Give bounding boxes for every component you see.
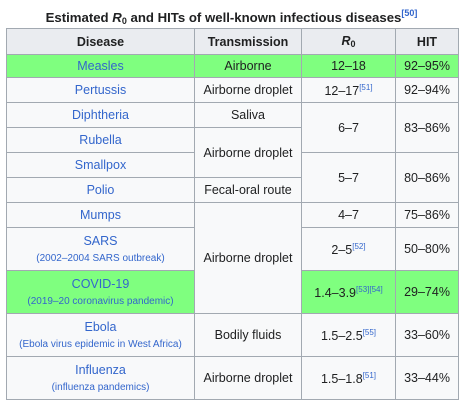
outbreak-link-influenza[interactable]: (influenza pandemics): [51, 381, 150, 393]
transmission-cell: Airborne droplet: [194, 77, 302, 103]
disease-link-polio[interactable]: Polio: [86, 183, 115, 197]
r0-value: 2–5: [331, 242, 353, 257]
disease-cell: Measles: [6, 54, 195, 78]
caption-suffix: and HITs of well-known infectious diseas…: [126, 10, 402, 25]
disease-link-rubella[interactable]: Rubella: [79, 133, 122, 147]
header-r0[interactable]: R0: [301, 28, 396, 55]
table-row-diphtheria: Diphtheria Saliva 6–7 83–86%: [6, 102, 459, 153]
hit-cell: 83–86%: [395, 102, 459, 153]
header-transmission[interactable]: Transmission: [194, 28, 302, 55]
disease-cell: Smallpox: [6, 152, 195, 178]
table-caption: Estimated R0 and HITs of well-known infe…: [0, 4, 463, 28]
hit-cell: 80–86%: [395, 152, 459, 203]
table-row-pertussis: Pertussis Airborne droplet 12–17[51] 92–…: [6, 77, 459, 103]
disease-link-measles[interactable]: Measles: [77, 59, 124, 73]
hit-cell: 92–94%: [395, 77, 459, 103]
table-row-rubella: Rubella Airborne droplet: [6, 127, 459, 178]
table-row-measles: Measles Airborne 12–18 92–95%: [6, 54, 459, 78]
hit-cell: 33–60%: [395, 313, 459, 357]
disease-link-mumps[interactable]: Mumps: [80, 208, 121, 222]
r0-cell: 1.4–3.9[53][54]: [301, 270, 396, 314]
disease-cell: Diphtheria: [6, 102, 195, 128]
disease-link-smallpox[interactable]: Smallpox: [74, 158, 127, 172]
disease-cell: SARS (2002–2004 SARS outbreak): [6, 227, 195, 271]
disease-cell: Influenza (influenza pandemics): [6, 356, 195, 400]
disease-link-ebola[interactable]: Ebola: [84, 319, 117, 334]
header-row: Disease Transmission R0 HIT: [6, 28, 459, 55]
r0-value: 1.5–2.5: [320, 328, 363, 343]
hit-cell: 75–86%: [395, 202, 459, 228]
disease-cell: Mumps: [6, 202, 195, 228]
ref-link[interactable]: [54]: [369, 284, 383, 294]
caption-prefix: Estimated: [45, 10, 113, 25]
hit-cell: 33–44%: [395, 356, 459, 400]
table-row-smallpox: Smallpox 5–7 80–86%: [6, 152, 459, 203]
transmission-cell: Fecal-oral route: [194, 177, 302, 203]
r0-value: 12–17: [324, 83, 360, 98]
r0-value: 1.5–1.8: [320, 371, 363, 386]
caption-r: R: [112, 10, 122, 25]
transmission-cell: Airborne: [194, 54, 302, 78]
transmission-cell: Airborne droplet: [194, 356, 302, 400]
r0-cell: 1.5–1.8[51]: [301, 356, 396, 400]
r0-value: 1.4–3.9: [314, 285, 357, 300]
header-hit[interactable]: HIT: [395, 28, 459, 55]
table-row-mumps: Mumps Airborne droplet 4–7 75–86%: [6, 202, 459, 314]
transmission-cell: Bodily fluids: [194, 313, 302, 357]
table-row-polio: Polio Fecal-oral route: [6, 177, 459, 203]
table-row-sars: SARS (2002–2004 SARS outbreak) 2–5[52] 5…: [6, 227, 459, 271]
disease-link-pertussis[interactable]: Pertussis: [74, 83, 127, 97]
transmission-cell: Airborne droplet: [194, 202, 302, 314]
ref-link[interactable]: [51]: [362, 370, 377, 380]
ref-link[interactable]: [55]: [362, 327, 377, 337]
disease-cell: Rubella: [6, 127, 195, 153]
caption-ref-link[interactable]: [50]: [401, 8, 418, 18]
transmission-cell: Airborne droplet: [194, 127, 302, 178]
r0-cell: 12–18: [301, 54, 396, 78]
hit-cell: 50–80%: [395, 227, 459, 271]
hit-cell: 92–95%: [395, 54, 459, 78]
outbreak-link-covid[interactable]: (2019–20 coronavirus pandemic): [27, 295, 174, 307]
disease-link-influenza[interactable]: Influenza: [75, 362, 126, 377]
disease-cell: COVID-19 (2019–20 coronavirus pandemic): [6, 270, 195, 314]
table-row-ebola: Ebola (Ebola virus epidemic in West Afri…: [6, 313, 459, 357]
disease-cell: Polio: [6, 177, 195, 203]
outbreak-link-ebola[interactable]: (Ebola virus epidemic in West Africa): [19, 338, 182, 350]
r0-cell: 6–7: [301, 102, 396, 153]
disease-link-diphtheria[interactable]: Diphtheria: [72, 108, 129, 122]
r0-cell: 2–5[52]: [301, 227, 396, 271]
r0-cell: 1.5–2.5[55]: [301, 313, 396, 357]
header-r0-sub: 0: [350, 39, 356, 49]
r0-cell: 12–17[51]: [301, 77, 396, 103]
disease-cell: Ebola (Ebola virus epidemic in West Afri…: [6, 313, 195, 357]
disease-cell: Pertussis: [6, 77, 195, 103]
header-disease[interactable]: Disease: [6, 28, 195, 55]
transmission-cell: Saliva: [194, 102, 302, 128]
header-r0-main: R: [341, 34, 351, 48]
disease-link-covid[interactable]: COVID-19: [71, 276, 130, 291]
ref-link[interactable]: [53]: [356, 284, 370, 294]
table-row-influenza: Influenza (influenza pandemics) Airborne…: [6, 356, 459, 400]
ref-link[interactable]: [51]: [359, 82, 373, 92]
caption-r-sub: 0: [121, 16, 127, 26]
hit-cell: 29–74%: [395, 270, 459, 314]
ref-link[interactable]: [52]: [352, 241, 366, 251]
herd-immunity-table: Disease Transmission R0 HIT Measles Airb…: [6, 28, 459, 400]
disease-link-sars[interactable]: SARS: [83, 233, 118, 248]
outbreak-link-sars[interactable]: (2002–2004 SARS outbreak): [36, 252, 165, 264]
r0-cell: 5–7: [301, 152, 396, 203]
r0-cell: 4–7: [301, 202, 396, 228]
